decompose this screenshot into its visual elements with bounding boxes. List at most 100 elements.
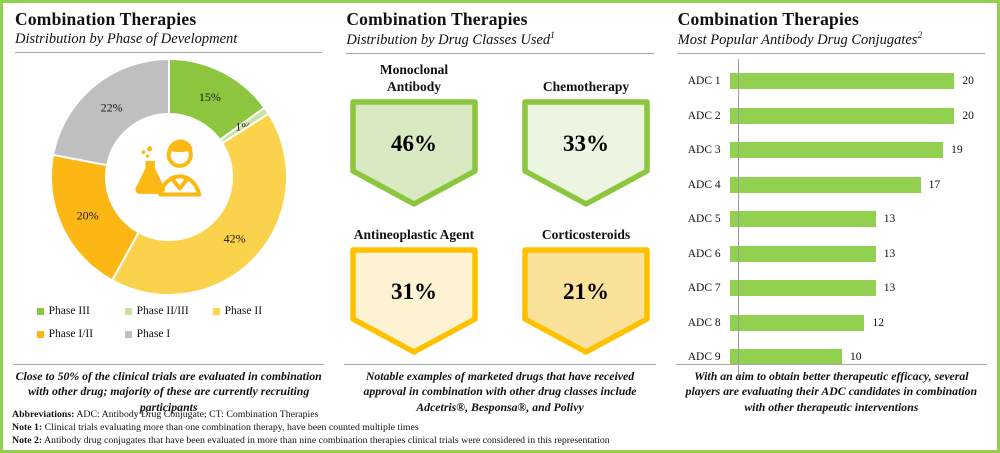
bar-row-adc-3: ADC 3 19 <box>678 133 985 168</box>
legend-label: Phase II/III <box>136 305 189 317</box>
bar-category-label: ADC 8 <box>687 316 721 329</box>
legend-item-phase-iii: Phase III <box>36 305 125 317</box>
legend-swatch <box>124 330 132 338</box>
bar-fill <box>729 349 842 366</box>
panel-phase-distribution: Combination Therapies Distribution by Ph… <box>3 6 334 414</box>
phase-donut-chart: 15% 1% 42% 20% 22% <box>47 55 291 299</box>
donut-value-label: 22% <box>100 101 122 115</box>
panel-subtitle: Most Popular Antibody Drug Conjugates2 <box>677 31 923 48</box>
phase-summary-block: Close to 50% of the clinical trials are … <box>13 364 325 415</box>
legend-label: Phase I/II <box>48 328 94 340</box>
bar-value-label: 20 <box>962 109 974 122</box>
donut-slice-phase-i <box>51 57 170 167</box>
bar-fill <box>729 107 955 124</box>
donut-slice-phase-ii <box>110 112 288 296</box>
legend-item-phase-ii-iii: Phase II/III <box>124 305 213 317</box>
drug-class-card-monoclonal-antibody: Monoclonal Antibody 46% <box>349 61 479 208</box>
adc-bar-chart: ADC 1 20 ADC 2 20 ADC 3 19 ADC 4 17 ADC 5 13 ADC 6… <box>678 58 985 379</box>
bar-row-adc-6: ADC 6 13 <box>678 236 985 271</box>
panel-grid: Combination Therapies Distribution by Ph… <box>3 3 997 414</box>
shield-shape: 31% <box>350 247 478 355</box>
donut-svg: 15%1%42%20%22% <box>49 57 288 296</box>
bar-fill <box>729 314 865 331</box>
bar-fill <box>729 176 921 193</box>
bar-row-adc-1: ADC 1 20 <box>678 64 985 99</box>
drug-class-value: 46% <box>391 131 437 156</box>
header-rule <box>677 52 985 54</box>
donut-value-label: 15% <box>199 90 221 104</box>
bar-fill <box>729 280 876 297</box>
legend-label: Phase I <box>136 328 171 340</box>
footnote-ref: 2 <box>917 31 923 41</box>
classes-summary: Notable examples of marketed drugs that … <box>363 369 637 414</box>
shield-shape: 21% <box>522 247 650 355</box>
bar-category-label: ADC 3 <box>687 144 721 157</box>
donut-value-label: 42% <box>223 232 245 246</box>
bar-zone: 20 <box>729 73 985 90</box>
legend-item-phase-ii: Phase II <box>212 305 301 317</box>
legend-item-phase-i: Phase I <box>124 328 213 340</box>
legend-swatch <box>36 307 44 315</box>
header-rule <box>346 52 654 54</box>
panel-subtitle: Distribution by Drug Classes Used1 <box>346 31 555 48</box>
bar-zone: 10 <box>729 349 985 366</box>
footnote-abbreviations: Abbreviations: ADC: Antibody Drug Conjug… <box>12 408 319 420</box>
bar-category-label: ADC 4 <box>687 178 721 191</box>
donut-value-label: 20% <box>76 208 98 222</box>
bar-zone: 12 <box>729 314 985 331</box>
bar-zone: 13 <box>729 245 985 262</box>
drug-class-card-corticosteroids: Corticosteroids 21% <box>521 217 651 356</box>
legend-item-phase-i-ii: Phase I/II <box>36 328 125 340</box>
adc-summary-block: With an aim to obtain better therapeutic… <box>675 364 987 415</box>
panel-adc-bars: Combination Therapies Most Popular Antib… <box>666 6 997 414</box>
adc-summary: With an aim to obtain better therapeutic… <box>685 369 978 414</box>
drug-class-label: Antineoplastic Agent <box>353 226 475 242</box>
bar-zone: 20 <box>729 107 985 124</box>
bar-row-adc-9: ADC 9 10 <box>678 340 985 375</box>
legend-label: Phase III <box>48 305 90 317</box>
bar-fill <box>729 73 955 90</box>
footnote-note1: Note 1: Clinical trials evaluating more … <box>12 421 419 433</box>
phase-legend: Phase III Phase II/III Phase II Phase I/II P… <box>15 305 322 340</box>
drug-class-card-antineoplastic-agent: Antineoplastic Agent 31% <box>349 217 479 356</box>
bar-value-label: 19 <box>951 144 963 157</box>
footnotes: Abbreviations: ADC: Antibody Drug Conjug… <box>12 408 988 447</box>
bar-value-label: 13 <box>883 282 896 295</box>
bar-axis-line <box>737 58 740 379</box>
legend-swatch <box>212 307 220 315</box>
panel-title: Combination Therapies <box>15 9 197 29</box>
summary-rule <box>13 364 325 365</box>
drug-class-label: Corticosteroids <box>541 226 631 242</box>
bar-zone: 13 <box>729 211 985 228</box>
drug-class-value: 21% <box>563 279 609 304</box>
bar-zone: 17 <box>729 176 985 193</box>
bar-value-label: 13 <box>883 247 896 260</box>
summary-rule <box>344 364 656 365</box>
bar-row-adc-7: ADC 7 13 <box>678 271 985 306</box>
drug-class-label: Chemotherapy <box>542 78 630 94</box>
panel-subtitle: Distribution by Phase of Development <box>15 31 238 47</box>
bar-value-label: 17 <box>928 178 941 191</box>
bar-row-adc-5: ADC 5 13 <box>678 202 985 237</box>
classes-summary-block: Notable examples of marketed drugs that … <box>344 364 656 415</box>
shield-shape: 46% <box>350 99 478 207</box>
shield-shape: 33% <box>522 99 650 207</box>
panel-title: Combination Therapies <box>346 9 528 29</box>
legend-swatch <box>36 330 44 338</box>
bar-category-label: ADC 9 <box>687 351 721 364</box>
phase-summary: Close to 50% of the clinical trials are … <box>15 369 322 414</box>
legend-label: Phase II <box>224 305 263 317</box>
bar-row-adc-8: ADC 8 12 <box>678 305 985 340</box>
legend-swatch <box>124 307 132 315</box>
footnote-note2: Note 2: Antibody drug conjugates that ha… <box>12 434 610 446</box>
scientist-flask-icon <box>135 139 201 197</box>
bar-fill <box>729 142 944 159</box>
drug-class-card-chemotherapy: Chemotherapy 33% <box>521 61 651 208</box>
bar-value-label: 13 <box>883 213 896 226</box>
summary-rule <box>675 364 987 365</box>
drug-class-value: 33% <box>563 131 609 156</box>
bar-row-adc-2: ADC 2 20 <box>678 98 985 133</box>
panel-drug-classes: Combination Therapies Distribution by Dr… <box>334 6 665 414</box>
bar-category-label: ADC 6 <box>687 247 721 260</box>
